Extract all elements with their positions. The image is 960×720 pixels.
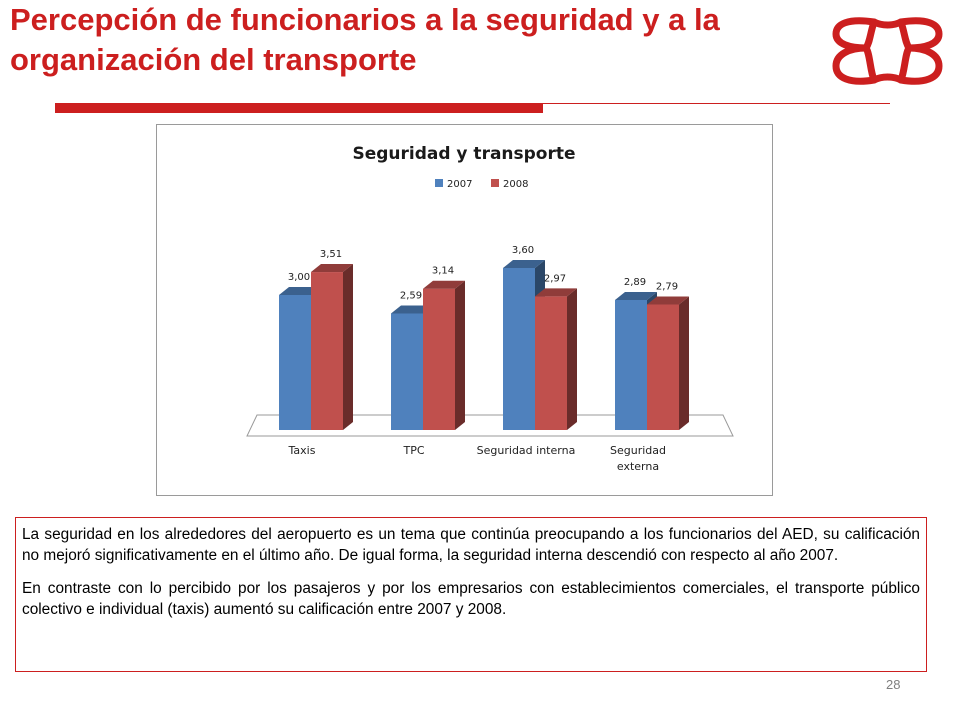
chart-floor — [246, 414, 734, 437]
data-label-2008-3: 2,79 — [656, 281, 678, 292]
bar-2008-1-top — [423, 280, 465, 289]
legend-swatch-2007 — [435, 179, 443, 187]
bar-2007-3-top — [615, 291, 657, 300]
commentary-box: La seguridad en los alrededores del aero… — [15, 517, 927, 672]
bar-2008-0-top — [311, 264, 353, 273]
bar-2007-3 — [615, 299, 647, 430]
commentary-paragraph-1: La seguridad en los alrededores del aero… — [22, 526, 920, 564]
chart-container: Seguridad y transporte 2007 2008 3,00 2,59 3,… — [156, 124, 773, 496]
data-label-2007-2: 3,60 — [512, 245, 534, 256]
bar-chart: Seguridad y transporte 2007 2008 3,00 2,59 3,… — [246, 144, 734, 473]
data-label-2007-1: 2,59 — [400, 290, 422, 301]
bar-2008-1-side — [455, 280, 465, 430]
x-tick-label-1: TPC — [402, 444, 424, 457]
title-underline-thin — [543, 103, 890, 104]
bar-2008-2-top — [535, 288, 577, 297]
legend-label-2007: 2007 — [447, 179, 472, 190]
bar-2008-2 — [535, 296, 567, 430]
bar-2008-3 — [647, 304, 679, 430]
legend-label-2008: 2008 — [503, 179, 528, 190]
data-label-2008-2: 2,97 — [544, 273, 566, 284]
x-tick-label-2: Seguridad interna — [477, 444, 576, 457]
bar-2008-3-side — [679, 296, 689, 430]
bar-2007-2-top — [503, 260, 545, 268]
bar-2008-0-side — [343, 264, 353, 430]
x-tick-label-3-line1: Seguridad — [610, 444, 666, 457]
bar-2008-0 — [311, 272, 343, 430]
bar-2007-0-top — [279, 287, 321, 295]
bar-2007-1-top — [391, 305, 433, 314]
data-label-2007-3: 2,89 — [624, 277, 646, 288]
bar-2008-3-top — [647, 296, 689, 305]
commentary-paragraph-2: En contraste con lo percibido por los pa… — [22, 580, 920, 618]
chart-title: Seguridad y transporte — [352, 144, 575, 164]
title-underline-thick — [55, 103, 543, 113]
data-label-2008-1: 3,14 — [432, 266, 454, 277]
x-tick-label-3-line2: externa — [617, 460, 659, 473]
slide-title: Percepción de funcionarios a la segurida… — [10, 2, 720, 77]
legend-swatch-2008 — [491, 179, 499, 187]
data-label-2008-0: 3,51 — [320, 249, 342, 260]
bar-2007-1 — [391, 313, 423, 430]
bar-2008-2-side — [567, 288, 577, 430]
red-interlocking-loops-logo-icon — [832, 17, 943, 85]
bar-2008-1 — [423, 288, 455, 430]
data-label-2007-0: 3,00 — [288, 272, 310, 283]
page-number: 28 — [886, 677, 901, 692]
bar-2007-0 — [279, 295, 311, 430]
x-tick-label-0: Taxis — [288, 444, 316, 457]
bar-2007-2 — [503, 268, 535, 430]
